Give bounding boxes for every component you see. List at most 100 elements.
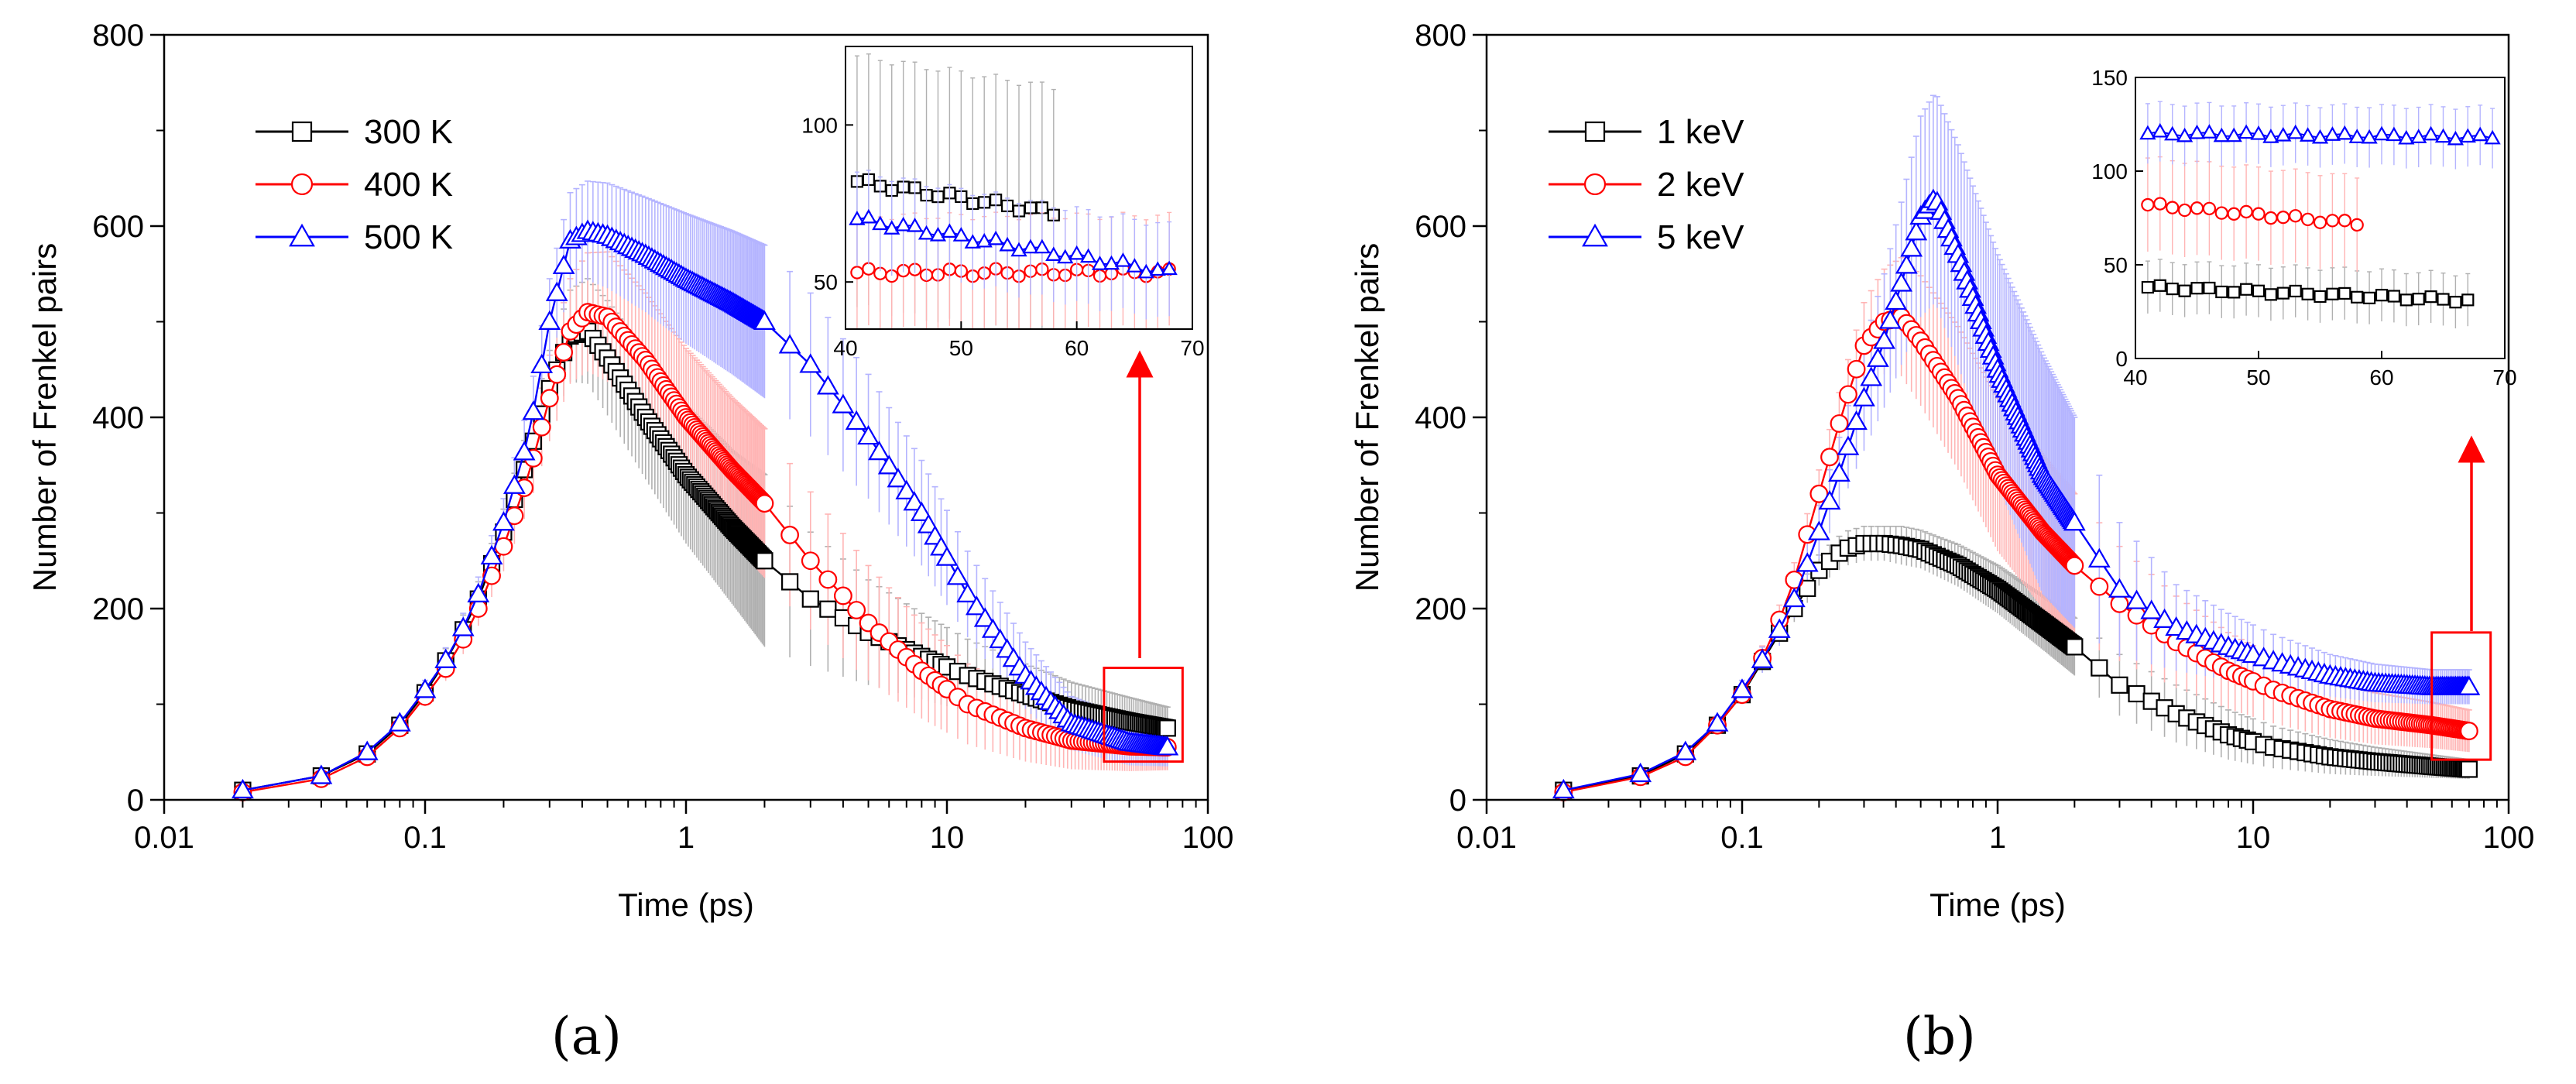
data-point bbox=[1161, 260, 1178, 276]
data-point bbox=[355, 740, 379, 760]
data-point bbox=[1751, 648, 1774, 668]
data-point bbox=[935, 546, 959, 566]
data-point bbox=[778, 334, 801, 354]
data-point bbox=[2313, 215, 2327, 229]
data-point bbox=[547, 365, 567, 384]
data-point bbox=[872, 215, 889, 231]
data-point bbox=[1137, 263, 1154, 279]
data-point bbox=[2459, 128, 2476, 143]
data-point bbox=[755, 494, 774, 513]
inset-x-tick-label: 60 bbox=[2369, 365, 2393, 389]
data-point bbox=[2091, 659, 2108, 677]
data-point bbox=[2153, 279, 2166, 292]
y-axis-label: Number of Frenkel pairs bbox=[1349, 243, 1385, 592]
data-point bbox=[2449, 296, 2462, 309]
inset-y-tick-label: 50 bbox=[2104, 253, 2128, 277]
data-point bbox=[1079, 248, 1097, 263]
panel-label-a: (a) bbox=[551, 1007, 622, 1066]
inset-series-2-kev bbox=[2141, 197, 2364, 232]
legend-marker bbox=[291, 121, 313, 142]
data-point bbox=[2461, 293, 2475, 307]
data-point bbox=[929, 226, 947, 242]
inset-x-tick-label: 70 bbox=[2492, 365, 2516, 389]
zoom-box bbox=[1103, 667, 1184, 763]
data-point bbox=[1068, 245, 1086, 260]
data-point bbox=[1091, 256, 1109, 270]
data-point bbox=[434, 648, 458, 668]
data-point bbox=[1629, 762, 1652, 783]
x-tick-label: 0.01 bbox=[1456, 821, 1517, 855]
data-point bbox=[2275, 126, 2292, 142]
data-point bbox=[492, 511, 515, 531]
data-point bbox=[1158, 719, 1176, 737]
data-point bbox=[2338, 214, 2351, 228]
data-point bbox=[2325, 214, 2340, 228]
inset-y-tick-label: 150 bbox=[2091, 66, 2128, 90]
y-tick-label: 800 bbox=[1415, 19, 1466, 53]
data-point bbox=[1905, 221, 1928, 241]
inset-plot-area bbox=[2139, 101, 2501, 329]
data-point bbox=[1149, 261, 1166, 276]
data-point bbox=[2375, 289, 2389, 302]
data-point bbox=[1839, 385, 1857, 404]
data-point bbox=[482, 566, 501, 585]
data-point bbox=[2213, 127, 2230, 142]
data-point bbox=[987, 230, 1004, 245]
series-2-kev bbox=[1554, 307, 2478, 802]
data-point bbox=[2178, 284, 2191, 297]
data-point bbox=[2190, 282, 2204, 295]
legend-entry-300-k: 300 K bbox=[256, 113, 453, 151]
data-point bbox=[1807, 520, 1830, 540]
inset-series-5-kev bbox=[2139, 122, 2501, 146]
data-point bbox=[2289, 209, 2303, 223]
data-point bbox=[2238, 124, 2255, 139]
y-axis-label: Number of Frenkel pairs bbox=[26, 243, 63, 592]
data-point bbox=[2063, 511, 2086, 531]
data-point bbox=[910, 501, 933, 521]
data-point bbox=[554, 343, 574, 362]
data-point bbox=[2361, 129, 2378, 144]
data-point bbox=[2153, 197, 2167, 211]
data-point bbox=[845, 410, 868, 431]
data-point bbox=[906, 217, 924, 232]
data-point bbox=[2324, 126, 2341, 141]
data-point bbox=[1768, 618, 1791, 638]
legend-entry-5-kev: 5 keV bbox=[1549, 218, 1744, 256]
data-point bbox=[1674, 740, 1697, 760]
data-point bbox=[781, 573, 799, 591]
data-point bbox=[2090, 577, 2109, 596]
data-point bbox=[860, 208, 877, 224]
data-point bbox=[2424, 290, 2437, 304]
inset-x-tick-label: 60 bbox=[1065, 336, 1089, 360]
data-point bbox=[2139, 125, 2156, 140]
legend-label: 5 keV bbox=[1657, 218, 1744, 256]
data-point bbox=[2225, 127, 2242, 142]
data-point bbox=[2386, 126, 2403, 142]
data-point bbox=[2398, 129, 2415, 145]
data-point bbox=[2176, 127, 2194, 142]
legend-marker bbox=[289, 223, 315, 247]
data-point bbox=[467, 582, 490, 602]
y-tick-label: 200 bbox=[1415, 592, 1466, 626]
data-point bbox=[1034, 238, 1051, 254]
data-point bbox=[2350, 218, 2364, 232]
data-point bbox=[2437, 293, 2450, 306]
data-point bbox=[2447, 130, 2465, 146]
data-point bbox=[1045, 246, 1062, 261]
data-point bbox=[2190, 201, 2204, 215]
data-point bbox=[903, 491, 926, 511]
data-point bbox=[503, 474, 526, 494]
data-point bbox=[2140, 599, 2163, 619]
data-point bbox=[1057, 249, 1074, 264]
inset-y-tick-label: 0 bbox=[2115, 347, 2128, 371]
data-point bbox=[816, 375, 839, 395]
legend-marker bbox=[1583, 173, 1607, 196]
data-point bbox=[2202, 201, 2217, 216]
data-point bbox=[850, 266, 864, 280]
data-point bbox=[2336, 125, 2353, 140]
data-point bbox=[232, 778, 254, 799]
data-point bbox=[2110, 594, 2129, 613]
data-point bbox=[799, 353, 822, 373]
